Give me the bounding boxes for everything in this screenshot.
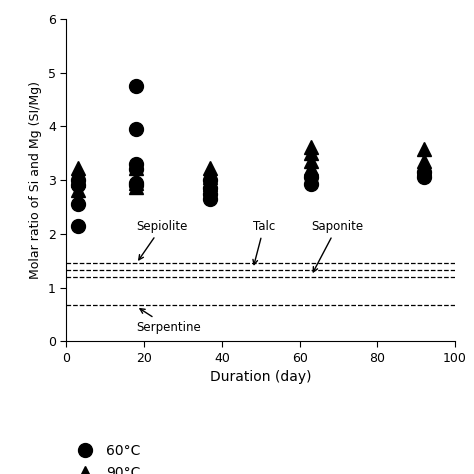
X-axis label: Duration (day): Duration (day): [210, 370, 311, 384]
Text: Saponite: Saponite: [311, 220, 364, 272]
Y-axis label: Molar ratio of Si and Mg (SI/Mg): Molar ratio of Si and Mg (SI/Mg): [29, 81, 42, 279]
Text: Talc: Talc: [253, 220, 275, 264]
Legend: 60°C, 90°C: 60°C, 90°C: [65, 438, 146, 474]
Text: Sepiolite: Sepiolite: [137, 220, 188, 260]
Text: Serpentine: Serpentine: [137, 309, 201, 334]
